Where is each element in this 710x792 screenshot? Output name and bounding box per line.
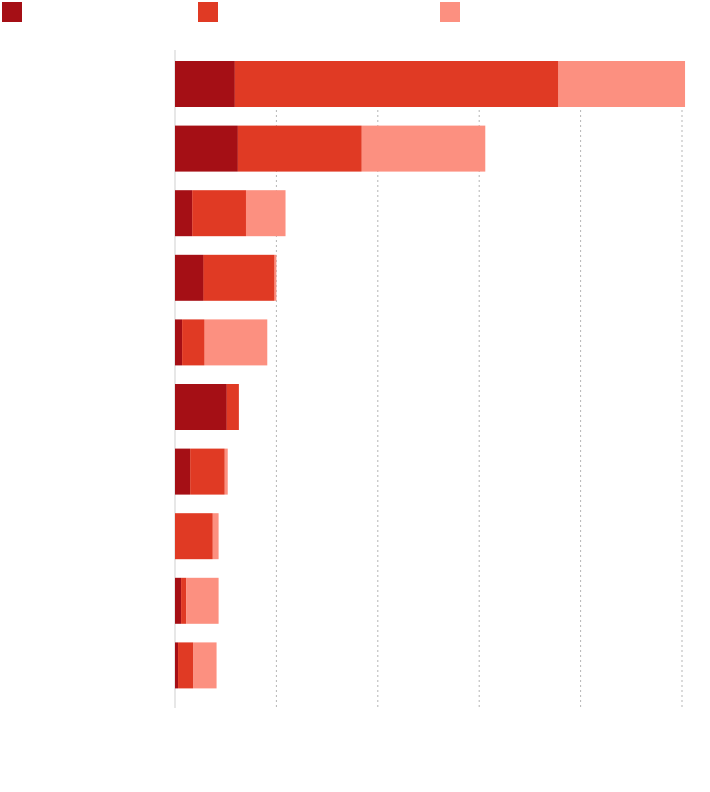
bar-segment [245, 190, 286, 237]
bar-segment [193, 642, 217, 689]
bar-segment [175, 513, 213, 560]
bar-segment [175, 190, 193, 237]
bar-segment [558, 61, 686, 107]
legend-swatch [198, 2, 218, 22]
bar-segment [181, 577, 187, 624]
bar-segment [175, 125, 238, 172]
bar-segment [361, 125, 486, 172]
bar-segment [192, 190, 246, 237]
bar-segment [175, 642, 179, 689]
bar-segment [190, 448, 225, 495]
bar-segment [175, 319, 183, 366]
bar-segment [224, 448, 228, 495]
bar-segment [204, 319, 268, 366]
bar-segment [234, 61, 559, 107]
bar-segment [186, 577, 219, 624]
bar-segment [182, 319, 205, 366]
bar-segment [178, 642, 194, 689]
legend-swatch [440, 2, 460, 22]
bar-segment [175, 61, 235, 107]
bar-segment [274, 254, 277, 301]
bar-segment [175, 577, 182, 624]
bar-segment [237, 125, 362, 172]
bar-segment [175, 254, 204, 301]
legend-swatch [2, 2, 22, 22]
bar-segment [175, 448, 191, 495]
bar-segment [212, 513, 219, 560]
bar-segment [226, 384, 239, 430]
bar-segment [203, 254, 275, 301]
bar-segment [175, 384, 227, 430]
